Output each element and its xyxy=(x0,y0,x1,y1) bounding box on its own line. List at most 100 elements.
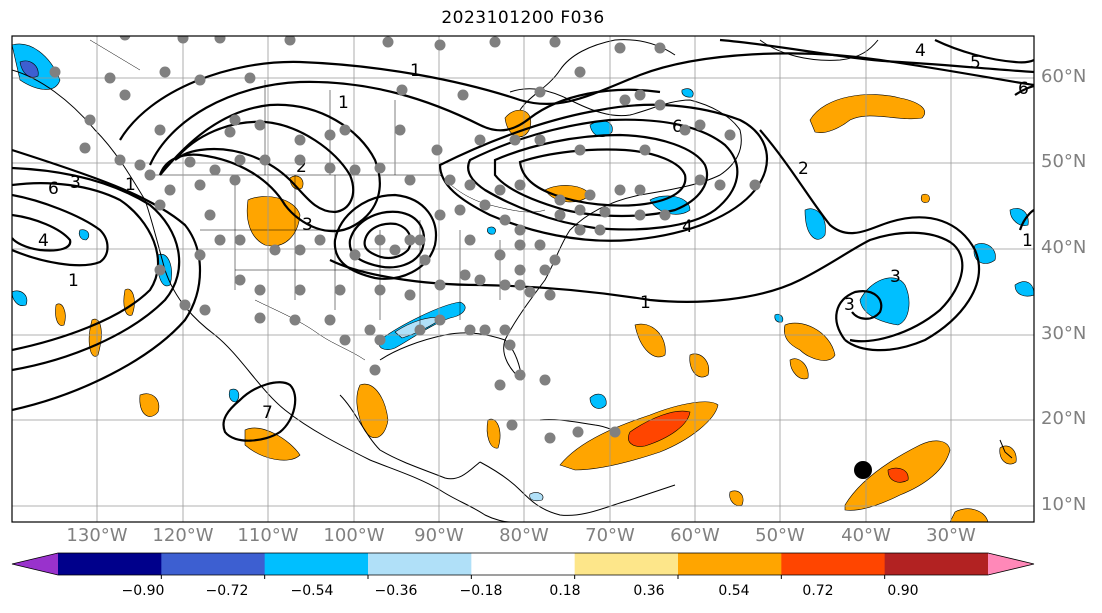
positive-anomaly xyxy=(244,427,301,461)
station-dot xyxy=(489,36,501,48)
station-dot xyxy=(614,42,626,54)
contour-label: 4 xyxy=(915,41,926,61)
station-dot xyxy=(154,124,166,136)
station-dot xyxy=(514,369,526,381)
station-dot xyxy=(119,36,131,41)
colorbar-segment xyxy=(368,553,472,575)
station-dot xyxy=(464,234,476,246)
station-dot xyxy=(434,39,446,51)
positive-anomaly xyxy=(809,94,926,133)
station-dot xyxy=(454,204,466,216)
contour-label: 1 xyxy=(640,293,651,313)
positive-anomaly xyxy=(55,303,66,326)
contour-label: 3 xyxy=(844,295,855,315)
station-dot xyxy=(514,224,526,236)
station-dot xyxy=(294,244,306,256)
station-dot xyxy=(534,239,546,251)
colorbar-tick-label: −0.54 xyxy=(290,583,334,599)
station-dot xyxy=(554,194,566,206)
colorbar-tick-label: −0.72 xyxy=(205,583,249,599)
station-dot xyxy=(244,72,256,84)
positive-anomaly xyxy=(289,175,304,190)
station-dot xyxy=(614,184,626,196)
station-dot xyxy=(459,269,471,281)
contour-label: 7 xyxy=(262,403,273,423)
station-dot xyxy=(349,164,361,176)
station-dot xyxy=(177,36,189,44)
station-markers xyxy=(49,36,761,444)
contour-label: 6 xyxy=(1018,79,1029,99)
station-dot xyxy=(229,114,241,126)
station-dot xyxy=(79,142,91,154)
station-dot xyxy=(534,134,546,146)
contour-label: 2 xyxy=(296,157,307,177)
graticule xyxy=(12,36,1034,522)
station-dot xyxy=(609,426,621,438)
contour-label: 1 xyxy=(68,271,79,291)
positive-anomaly xyxy=(634,323,666,358)
contour-label: 3 xyxy=(302,215,313,235)
contour-label: 4 xyxy=(682,217,693,237)
lon-label: 30°W xyxy=(926,525,976,546)
station-dot xyxy=(254,119,266,131)
station-dot xyxy=(324,129,336,141)
lon-label: 40°W xyxy=(841,525,891,546)
station-dot xyxy=(594,224,606,236)
positive-anomaly xyxy=(504,109,532,138)
lon-label: 130°W xyxy=(66,525,128,546)
station-dot xyxy=(534,86,546,98)
station-dot xyxy=(474,274,486,286)
contour-label: 6 xyxy=(672,117,683,137)
station-dot xyxy=(144,169,156,181)
station-dot xyxy=(414,234,426,246)
station-dot xyxy=(254,284,266,296)
colorbar-segment xyxy=(264,553,369,575)
station-dot xyxy=(714,179,726,191)
lat-label: 10°N xyxy=(1041,494,1087,515)
colorbar-tick-label: 0.72 xyxy=(802,583,834,599)
station-dot xyxy=(434,279,446,291)
contour-lines xyxy=(12,38,1034,442)
negative-anomaly xyxy=(1014,281,1034,297)
station-dot xyxy=(114,154,126,166)
station-dot xyxy=(634,89,646,101)
station-dot xyxy=(749,179,761,191)
station-dot xyxy=(494,184,506,196)
contour-label: 1 xyxy=(410,61,421,81)
colorbar-tick-label: 0.36 xyxy=(633,583,665,599)
negative-anomaly xyxy=(228,388,240,403)
station-dot xyxy=(199,304,211,316)
colorbar-segment xyxy=(161,553,266,575)
station-dot xyxy=(434,314,446,326)
station-dot xyxy=(104,72,116,84)
station-dot xyxy=(654,99,666,111)
colorbar-segment xyxy=(884,553,989,575)
positive-anomaly xyxy=(887,467,909,483)
station-dot xyxy=(514,279,526,291)
station-dot xyxy=(639,144,651,156)
station-dot xyxy=(229,174,241,186)
station-dot xyxy=(414,324,426,336)
station-dot xyxy=(619,94,631,106)
negative-anomaly xyxy=(19,60,39,78)
negative-anomaly xyxy=(589,393,607,409)
station-dot xyxy=(224,126,236,138)
colorbar-tick-label: 0.18 xyxy=(549,583,581,599)
station-dot xyxy=(339,334,351,346)
lat-label: 50°N xyxy=(1041,151,1087,172)
positive-anomaly xyxy=(486,418,501,449)
negative-anomaly xyxy=(529,492,544,502)
positive-anomaly xyxy=(920,193,930,203)
station-dot xyxy=(572,426,584,438)
colorbar-segment xyxy=(574,553,679,575)
station-dot xyxy=(84,114,96,126)
station-dot xyxy=(324,314,336,326)
station-dot xyxy=(544,289,556,301)
colorbar-tick-label: −0.90 xyxy=(121,583,165,599)
station-dot xyxy=(444,174,456,186)
station-dot xyxy=(499,324,511,336)
station-dot xyxy=(499,279,511,291)
storm-marker xyxy=(854,461,872,479)
station-dot xyxy=(506,419,518,431)
